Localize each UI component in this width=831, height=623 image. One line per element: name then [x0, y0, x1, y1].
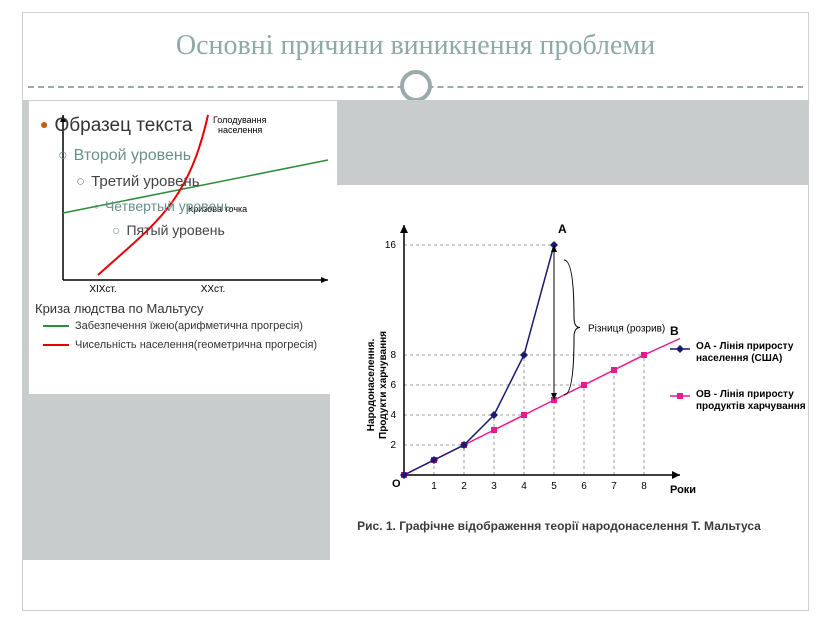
svg-text:5: 5 [551, 481, 557, 492]
slide-title: Основні причини виникнення проблеми [0, 30, 831, 62]
svg-text:OB - Лінія приросту: OB - Лінія приросту [696, 389, 794, 400]
legend-swatch [43, 344, 69, 346]
left-chart-legend: Криза людства по Мальтусу Забезпечення ї… [35, 301, 331, 357]
svg-text:8: 8 [390, 350, 396, 361]
right-chart-panel: 2 4 6 8 16 1 2 3 4 5 6 7 8 Роки Народонаселення.Продук… [330, 185, 808, 560]
svg-text:1: 1 [431, 481, 437, 492]
svg-text:Рис. 1. Графічне відображення: Рис. 1. Графічне відображення теорії нар… [357, 519, 761, 533]
bullet-level-2: Второй уровень [58, 142, 310, 169]
svg-text:16: 16 [385, 240, 397, 251]
svg-text:Різниця (розрив): Різниця (розрив) [588, 324, 665, 335]
svg-text:населення (США): населення (США) [696, 353, 782, 364]
bullet-level-3: Третий уровень [76, 169, 310, 195]
svg-text:4: 4 [521, 481, 527, 492]
svg-text:продуктів харчування: продуктів харчування [696, 401, 806, 412]
legend-text: Чисельність населення(геометрична прогре… [75, 339, 317, 352]
svg-text:Продукти харчування: Продукти харчування [378, 331, 389, 439]
svg-text:B: B [670, 324, 679, 338]
svg-text:3: 3 [491, 481, 497, 492]
svg-text:2: 2 [390, 440, 396, 451]
malthus-theory-chart: 2 4 6 8 16 1 2 3 4 5 6 7 8 Роки Народонаселення.Продук… [330, 185, 808, 560]
legend-title: Криза людства по Мальтусу [35, 301, 331, 316]
svg-text:6: 6 [390, 380, 396, 391]
legend-text: Забезпечення їжею(арифметична прогресія) [75, 320, 303, 333]
svg-text:4: 4 [390, 410, 396, 421]
svg-text:Народонаселення.: Народонаселення. [366, 339, 377, 432]
svg-text:O: O [392, 478, 401, 490]
bullet-level-1: Образец текста [40, 110, 310, 142]
svg-text:XXст.: XXст. [201, 284, 226, 295]
placeholder-bullets: Образец текста Второй уровень Третий уро… [40, 110, 310, 243]
title-circle [400, 70, 432, 102]
svg-text:2: 2 [461, 481, 467, 492]
legend-swatch [43, 325, 69, 327]
svg-text:Роки: Роки [670, 484, 696, 496]
svg-text:OA - Лінія приросту: OA - Лінія приросту [696, 341, 794, 352]
legend-row: Чисельність населення(геометрична прогре… [43, 339, 331, 352]
svg-text:XIXст.: XIXст. [89, 284, 116, 295]
bullet-level-4: Четвертый уровень [94, 195, 310, 219]
svg-text:8: 8 [641, 481, 647, 492]
bullet-level-5: Пятый уровень [112, 219, 310, 243]
legend-row: Забезпечення їжею(арифметична прогресія) [43, 320, 331, 333]
svg-text:7: 7 [611, 481, 617, 492]
svg-text:A: A [558, 222, 567, 236]
svg-text:6: 6 [581, 481, 587, 492]
